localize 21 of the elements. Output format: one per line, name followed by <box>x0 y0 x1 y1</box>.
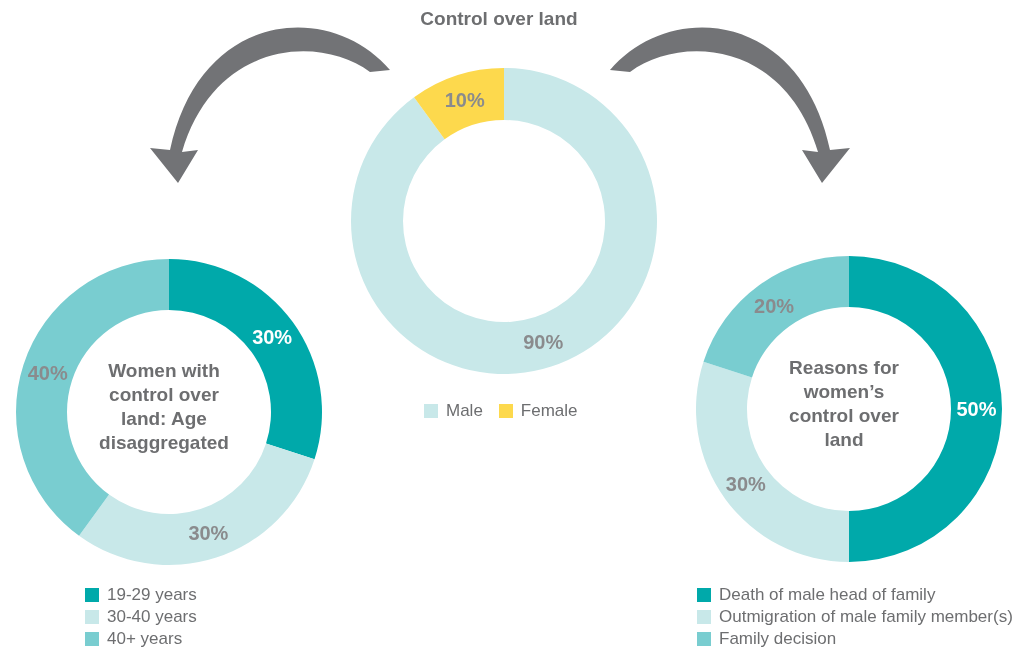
legend-label: Male <box>446 400 483 422</box>
legend-label: 40+ years <box>107 628 183 649</box>
data-label: 30% <box>252 326 293 349</box>
chart-title: Control over land <box>419 8 579 30</box>
donut-slice <box>414 68 504 140</box>
legend-label: Family decision <box>719 628 837 649</box>
legend-label: Death of male head of family <box>719 584 936 606</box>
donut-slice <box>351 68 657 374</box>
text: Reasons for women’s control over land <box>788 356 900 452</box>
legend-label: 19-29 years <box>107 584 197 606</box>
legend-label: Female <box>520 400 578 422</box>
legend-label: 30-40 years <box>107 606 197 628</box>
text: Women with control over land: Age disaggregated <box>98 359 230 455</box>
data-label: 90% <box>523 330 564 353</box>
data-label: 10% <box>444 89 485 112</box>
data-label: 40% <box>27 361 68 384</box>
legend-label: Outmigration of male family member(s) <box>719 606 1013 628</box>
data-label: 20% <box>754 294 795 317</box>
data-label: 50% <box>956 398 997 420</box>
data-label: 30% <box>725 472 767 495</box>
data-label: 30% <box>188 522 229 545</box>
